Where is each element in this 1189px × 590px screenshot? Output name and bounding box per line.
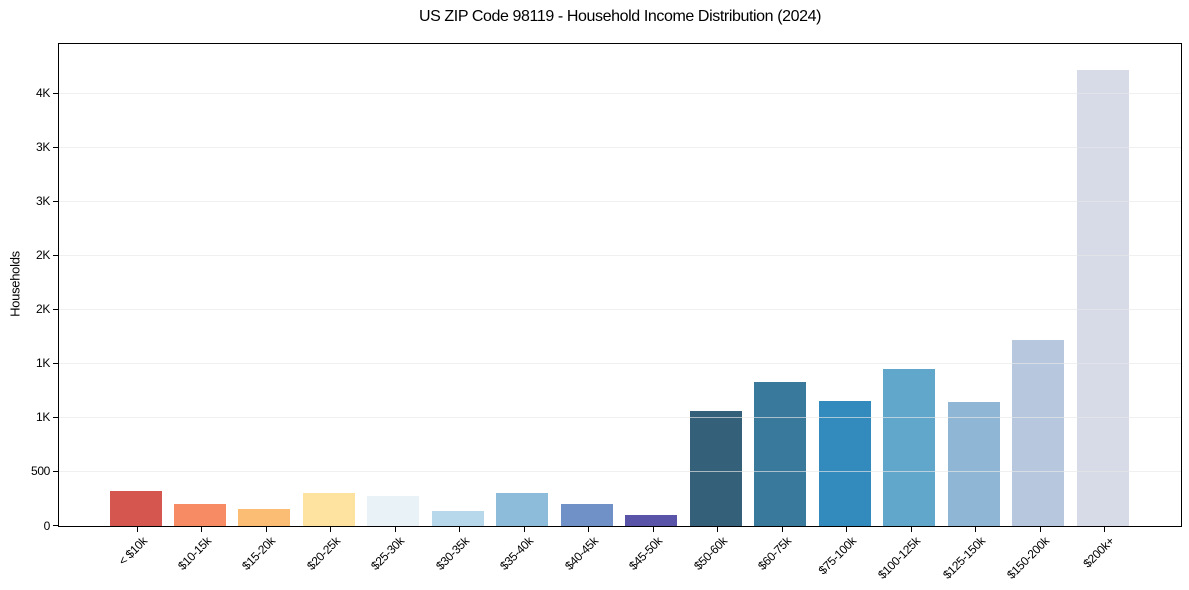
x-tick-mark: [975, 527, 977, 532]
x-tick-mark: [394, 527, 396, 532]
y-tick-label: 500: [31, 464, 50, 479]
x-tick-mark: [459, 527, 461, 532]
bar: [367, 496, 420, 526]
y-tick-mark: [53, 470, 58, 472]
bar: [818, 400, 871, 526]
plot-area: [58, 43, 1182, 527]
x-tick-mark: [137, 527, 138, 532]
bar: [947, 402, 1000, 526]
x-tick-label: $150-200k: [1004, 534, 1052, 582]
y-tick-label: 3K: [36, 140, 50, 155]
bar: [238, 509, 291, 526]
gridline: [59, 146, 1181, 148]
y-tick-mark: [53, 416, 58, 418]
y-tick-label: 1K: [36, 356, 50, 371]
x-tick-mark: [588, 527, 590, 532]
gridline: [59, 308, 1181, 310]
bar: [1012, 339, 1065, 526]
bar: [754, 381, 807, 526]
y-tick-label: 1K: [36, 410, 50, 425]
y-tick-mark: [53, 146, 58, 148]
gridline: [59, 92, 1181, 94]
gridline: [59, 416, 1181, 418]
x-tick-label: $40-45k: [561, 534, 601, 573]
x-tick-label: $15-20k: [239, 534, 279, 573]
bar: [1076, 69, 1129, 526]
gridline: [59, 470, 1181, 472]
x-tick-label: < $10k: [115, 534, 150, 569]
bar: [109, 490, 162, 526]
y-tick-label: 3K: [36, 194, 50, 209]
x-tick-label: $50-60k: [690, 534, 730, 573]
x-tick-label: $125-150k: [939, 534, 988, 582]
x-tick-label: $10-15k: [175, 534, 214, 573]
y-tick-mark: [53, 525, 58, 526]
x-tick-mark: [330, 527, 332, 532]
y-tick-mark: [53, 254, 58, 256]
x-tick-label: $100-125k: [875, 534, 923, 582]
gridline: [59, 200, 1181, 202]
x-tick-mark: [910, 527, 912, 532]
y-tick-mark: [53, 92, 58, 94]
x-tick-mark: [717, 527, 719, 532]
bar: [496, 493, 549, 526]
x-tick-label: $30-35k: [432, 534, 472, 573]
x-tick-label: $25-30k: [368, 534, 408, 573]
bar: [625, 514, 678, 526]
x-tick-label: $75-100k: [815, 534, 859, 578]
x-tick-mark: [1104, 527, 1105, 532]
x-tick-mark: [781, 527, 783, 532]
bar: [883, 368, 936, 526]
y-tick-mark: [53, 308, 58, 310]
bar: [173, 503, 226, 526]
x-tick-mark: [652, 527, 654, 532]
x-tick-mark: [201, 527, 203, 532]
x-tick-label: $20-25k: [303, 534, 343, 573]
x-tick-label: $35-40k: [497, 534, 537, 573]
gridline: [59, 362, 1181, 364]
x-tick-label: $200k+: [1079, 534, 1117, 571]
x-tick-label: $60-75k: [755, 534, 795, 573]
x-tick-mark: [265, 527, 267, 532]
x-tick-mark: [1039, 527, 1041, 532]
x-tick-mark: [523, 527, 525, 532]
chart-title: US ZIP Code 98119 - Household Income Dis…: [418, 8, 822, 25]
bar: [689, 411, 742, 526]
y-tick-label: 2K: [36, 302, 50, 317]
y-tick-label: 2K: [36, 248, 50, 263]
x-tick-label: $45-50k: [626, 534, 666, 573]
y-tick-label: 4K: [36, 86, 50, 101]
bar: [560, 503, 613, 526]
y-tick-mark: [53, 200, 58, 202]
y-tick-label: 0: [43, 518, 51, 533]
gridline: [59, 254, 1181, 256]
bar: [302, 492, 355, 526]
y-tick-mark: [53, 362, 58, 364]
x-tick-mark: [846, 527, 848, 532]
bar: [431, 510, 484, 526]
